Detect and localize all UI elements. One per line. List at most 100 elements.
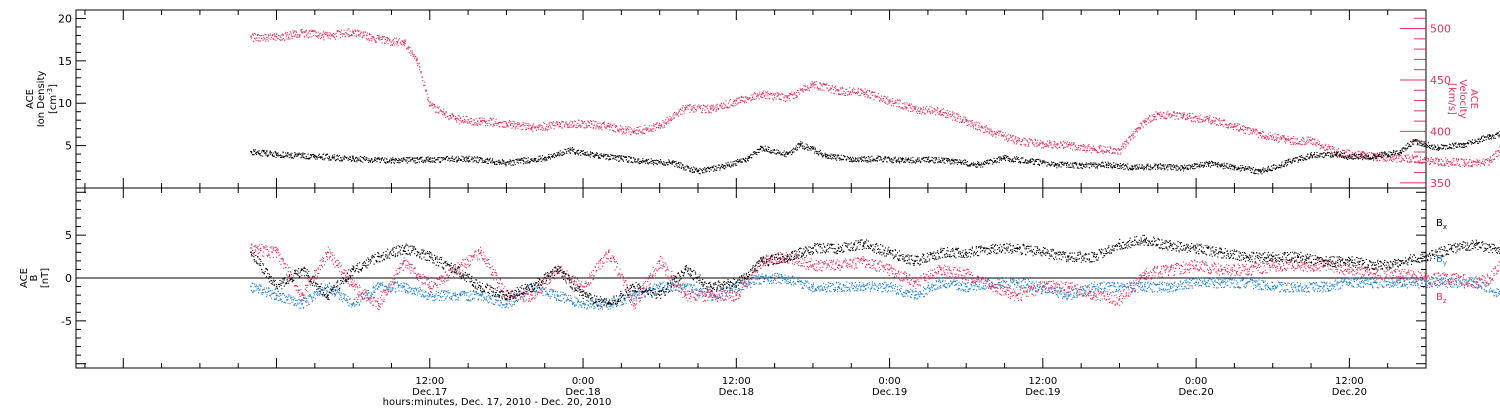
velocity-series-dot — [837, 90, 839, 92]
velocity-series-dot — [798, 91, 800, 93]
velocity-series-dot — [969, 120, 971, 122]
density-series-dot — [315, 155, 317, 157]
velocity-series-dot — [1458, 164, 1460, 167]
velocity-series-dot — [1183, 116, 1185, 118]
density-series-dot — [474, 160, 476, 162]
density-series-dot — [554, 154, 556, 156]
density-series-dot — [840, 158, 842, 160]
density-series-dot — [651, 162, 653, 165]
velocity-series-dot — [871, 91, 873, 93]
velocity-series-dot — [1199, 118, 1201, 120]
velocity-series-dot — [1382, 158, 1385, 160]
velocity-series-dot — [1006, 138, 1008, 140]
velocity-series-dot — [1254, 128, 1256, 130]
density-series-dot — [602, 156, 605, 158]
density-series-dot — [398, 159, 400, 161]
velocity-series-dot — [847, 94, 849, 96]
velocity-series-dot — [1451, 163, 1453, 166]
density-series-dot — [627, 160, 629, 163]
velocity-series-dot — [452, 115, 455, 117]
velocity-series-dot — [473, 119, 475, 121]
velocity-series-dot — [1124, 147, 1126, 149]
density-series-dot — [291, 152, 293, 154]
velocity-series-dot — [315, 32, 317, 34]
velocity-series-dot — [625, 126, 627, 128]
velocity-series-dot — [617, 129, 619, 131]
velocity-series-dot — [1354, 151, 1356, 153]
velocity-series-dot — [856, 93, 858, 95]
velocity-series-dot — [868, 89, 870, 92]
density-series-dot — [464, 160, 466, 162]
velocity-series-dot — [321, 34, 323, 37]
velocity-series-dot — [469, 118, 471, 120]
velocity-series-dot — [818, 89, 820, 91]
density-series-dot — [289, 154, 291, 156]
density-series-dot — [512, 159, 514, 161]
velocity-series-dot — [953, 116, 955, 118]
velocity-series-dot — [1016, 140, 1018, 142]
velocity-series-dot — [700, 111, 702, 113]
density-series-dot — [642, 158, 644, 160]
velocity-series-dot — [691, 106, 693, 108]
density-series-dot — [588, 155, 590, 157]
velocity-series-dot — [1388, 155, 1390, 157]
density-series-point — [1157, 165, 1159, 167]
velocity-series-dot — [1205, 118, 1207, 120]
velocity-series-dot — [792, 93, 794, 95]
velocity-series-dot — [426, 93, 428, 95]
density-series-dot — [831, 158, 833, 160]
velocity-series-dot — [280, 36, 282, 39]
velocity-series-dot — [581, 122, 583, 124]
density-series-dot — [844, 156, 846, 158]
velocity-series-dot — [1213, 121, 1215, 123]
velocity-series-dot — [1155, 111, 1157, 113]
velocity-series-dot — [1437, 162, 1439, 164]
density-series-dot — [513, 160, 515, 162]
density-series-dot — [836, 159, 838, 161]
velocity-series-dot — [534, 127, 536, 129]
velocity-series-dot — [1336, 149, 1338, 151]
velocity-series-dot — [913, 107, 915, 109]
velocity-series-dot — [561, 127, 563, 129]
density-series-dot — [538, 159, 540, 161]
velocity-series-dot — [341, 33, 343, 35]
density-series-dot — [444, 158, 446, 160]
velocity-series-dot — [1225, 124, 1227, 126]
velocity-series-dot — [1177, 118, 1179, 120]
velocity-series-dot — [766, 98, 768, 100]
velocity-series-dot — [1199, 117, 1201, 119]
density-series-dot — [365, 159, 367, 161]
velocity-series-dot — [675, 113, 677, 115]
velocity-series-dot — [325, 33, 327, 35]
velocity-series-dot — [353, 33, 355, 35]
density-series-dot — [353, 160, 355, 162]
velocity-series-dot — [1498, 151, 1500, 153]
velocity-series-dot — [1484, 159, 1486, 161]
density-series-dot — [679, 167, 681, 169]
density-series-dot — [676, 165, 678, 167]
velocity-series-dot — [488, 120, 490, 122]
velocity-series-dot — [908, 104, 910, 106]
velocity-series-dot — [840, 93, 842, 95]
velocity-series-dot — [1279, 138, 1281, 140]
velocity-series-dot — [1333, 146, 1335, 149]
velocity-series-dot — [704, 109, 706, 111]
velocity-series-dot — [1381, 152, 1383, 155]
velocity-series-dot — [556, 124, 558, 126]
density-series-dot — [369, 160, 371, 162]
density-series-dot — [846, 158, 848, 160]
velocity-series-dot — [988, 131, 990, 133]
velocity-series-dot — [995, 132, 997, 135]
velocity-series-dot — [1138, 128, 1141, 130]
density-series-dot — [763, 149, 765, 151]
velocity-series-dot — [776, 95, 778, 97]
velocity-series-dot — [1038, 144, 1040, 146]
velocity-series-dot — [399, 42, 401, 44]
velocity-series-dot — [833, 93, 835, 95]
velocity-series-dot — [590, 120, 592, 123]
density-series-dot — [423, 159, 425, 161]
density-series-dot — [672, 160, 674, 162]
velocity-series-dot — [322, 31, 324, 33]
density-series-dot — [311, 156, 313, 158]
density-series-dot — [269, 152, 271, 154]
